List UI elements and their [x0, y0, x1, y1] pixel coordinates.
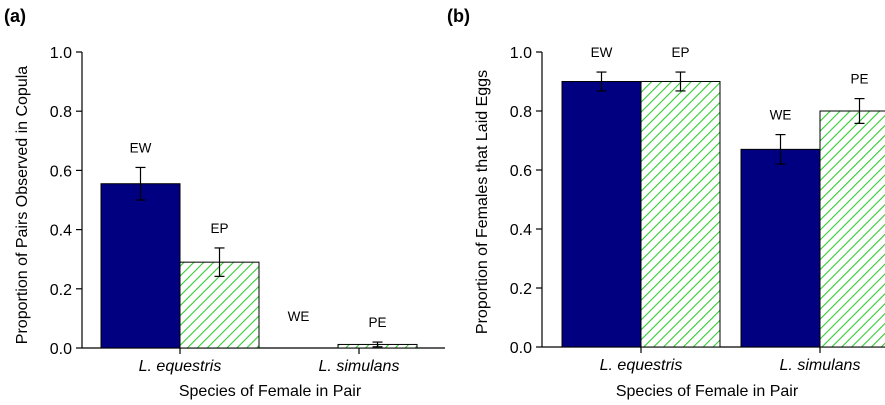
panel-b-bar-we [740, 148, 821, 348]
panel-a-plot-area: 0.0 0.2 0.4 0.6 0.8 1.0 L. equestris L. simulan… [50, 45, 445, 375]
panel-b-bar-pe [819, 110, 885, 348]
panel-b-y-tick-label: 0.6 [510, 163, 532, 180]
panel-a-y-tick-label: 0.6 [50, 163, 72, 180]
panel-b-error-bar-pe [854, 98, 865, 124]
panel-a-label: (a) [4, 6, 26, 26]
panel-a-chart: (a) Proportion of Pairs Observed in Copu… [4, 6, 445, 400]
panel-a-bar-label-ep: EP [210, 221, 228, 236]
panel-b-y-tick-label: 0.2 [510, 281, 532, 298]
panel-a-y-tick-label: 0.4 [50, 223, 72, 240]
panel-b-error-bar-we [775, 134, 786, 165]
panel-a-error-bar-pe [372, 341, 383, 348]
panel-b-bar-label-ew: EW [591, 45, 613, 60]
panel-a-bar-ew [100, 183, 181, 349]
panel-a-error-bar-ep [214, 247, 225, 277]
panel-b-category-label: L. equestris [600, 357, 683, 374]
panel-b-bar-ep [640, 81, 721, 348]
panel-b-label: (b) [447, 6, 470, 26]
panel-a-y-tick-label: 0.2 [50, 282, 72, 299]
panel-a-category-label: L. simulans [319, 358, 400, 375]
panel-a-y-tick-label: 0.0 [50, 341, 72, 358]
panel-b-bar-label-ep: EP [671, 45, 689, 60]
panel-b-chart: (b) Proportion of Females that Laid Eggs… [447, 6, 885, 400]
panel-b-y-tick-label: 0.0 [510, 340, 532, 357]
panel-b-x-axis-title: Species of Female in Pair [616, 383, 799, 400]
panel-b-error-bar-ep [675, 71, 686, 92]
panel-a-error-bar-ew [135, 166, 146, 201]
panel-a-y-axis-title: Proportion of Pairs Observed in Copula [14, 66, 31, 344]
panel-b-error-bar-ew [596, 71, 607, 92]
panel-a-bar-label-ew: EW [130, 140, 152, 155]
panel-b-bar-label-pe: PE [850, 72, 868, 87]
panel-a-category-label: L. equestris [139, 358, 222, 375]
panel-b-y-tick-label: 1.0 [510, 45, 532, 62]
panel-b-y-tick-label: 0.8 [510, 104, 532, 121]
panel-a-y-tick-label: 0.8 [50, 104, 72, 121]
panel-a-x-axis-title: Species of Female in Pair [179, 383, 362, 400]
panel-a-bar-label-we: WE [288, 309, 310, 324]
panel-b-bar-label-we: WE [770, 108, 792, 123]
panel-b-category-label: L. simulans [780, 357, 861, 374]
panel-b-plot-area: 0.0 0.2 0.4 0.6 0.8 1.0 L. equestris L. simulan… [510, 45, 885, 374]
panel-a-bar-label-pe: PE [368, 315, 386, 330]
panel-b-y-tick-label: 0.4 [510, 222, 532, 239]
panel-b-y-axis-title: Proportion of Females that Laid Eggs [474, 70, 491, 334]
panel-b-bar-ew [561, 81, 642, 348]
panel-a-y-tick-label: 1.0 [50, 45, 72, 62]
